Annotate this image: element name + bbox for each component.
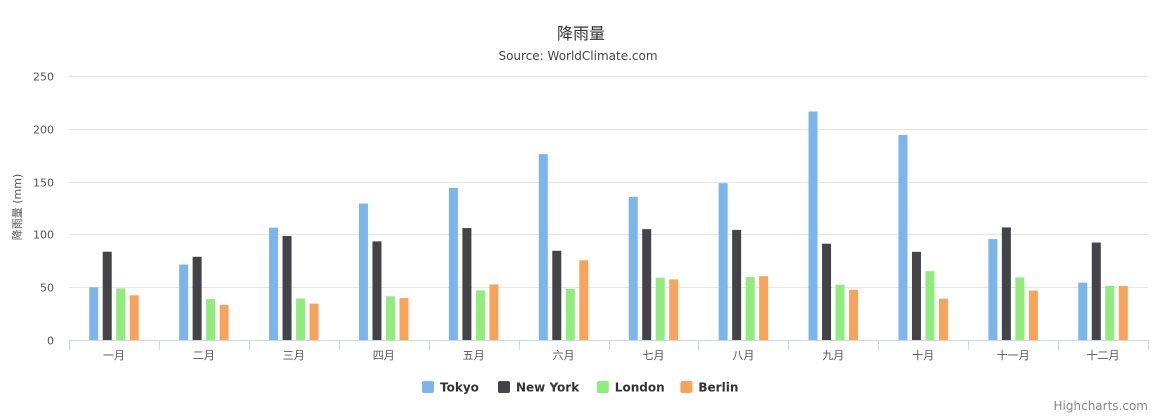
bar[interactable]: [89, 287, 99, 340]
bar[interactable]: [1118, 286, 1128, 340]
grid-lines: [69, 76, 1148, 288]
legend-item-berlin[interactable]: Berlin: [680, 381, 738, 395]
legend-item-tokyo[interactable]: Tokyo: [422, 381, 479, 395]
legend-label: New York: [516, 381, 580, 395]
bar[interactable]: [269, 227, 279, 340]
series-new-york[interactable]: [102, 227, 1101, 340]
bar[interactable]: [129, 295, 139, 340]
x-tick-label: 十一月: [997, 348, 1030, 362]
bar[interactable]: [538, 154, 548, 340]
bar[interactable]: [462, 228, 472, 340]
bar[interactable]: [116, 288, 126, 340]
bar[interactable]: [835, 284, 845, 340]
bar[interactable]: [489, 284, 499, 340]
bar[interactable]: [655, 277, 665, 340]
credits-link[interactable]: Highcharts.com: [1054, 399, 1148, 413]
bar[interactable]: [808, 111, 818, 340]
bar[interactable]: [475, 290, 485, 340]
bar[interactable]: [282, 235, 292, 340]
legend-label: Tokyo: [440, 381, 479, 395]
legend-label: London: [615, 381, 665, 395]
bar[interactable]: [358, 203, 368, 340]
legend-label: Berlin: [698, 381, 738, 395]
bar[interactable]: [309, 303, 319, 340]
y-tick-label: 250: [33, 71, 54, 84]
y-axis-ticks: 0 50 100 150 200 250: [33, 71, 54, 348]
bar[interactable]: [1001, 227, 1011, 340]
bar[interactable]: [552, 250, 562, 340]
x-tick-label: 十二月: [1087, 348, 1120, 362]
chart-subtitle: Source: WorldClimate.com: [498, 49, 657, 63]
y-tick-label: 200: [33, 124, 54, 137]
x-tick-label: 二月: [193, 349, 215, 362]
bar[interactable]: [192, 256, 202, 340]
bar[interactable]: [179, 264, 189, 341]
bar[interactable]: [642, 229, 652, 340]
series-tokyo[interactable]: [89, 111, 1088, 341]
bar[interactable]: [822, 243, 832, 340]
x-tick-label: 一月: [103, 349, 125, 362]
bar[interactable]: [579, 260, 589, 340]
bar[interactable]: [911, 251, 921, 340]
bar[interactable]: [898, 135, 908, 340]
bar[interactable]: [372, 241, 382, 340]
series-berlin[interactable]: [129, 260, 1128, 340]
bar[interactable]: [759, 276, 769, 340]
bar[interactable]: [206, 299, 216, 340]
legend-item-london[interactable]: London: [596, 381, 665, 395]
bar[interactable]: [1078, 282, 1088, 340]
legend-swatch: [596, 381, 609, 393]
bar[interactable]: [1015, 277, 1025, 340]
series-london[interactable]: [116, 271, 1115, 341]
bar[interactable]: [988, 239, 998, 340]
bar[interactable]: [219, 304, 229, 340]
legend-item-new-york[interactable]: New York: [498, 381, 580, 395]
bar[interactable]: [669, 279, 679, 340]
bar[interactable]: [732, 229, 742, 340]
x-tick-label: 九月: [822, 349, 844, 362]
bar[interactable]: [565, 289, 575, 340]
bar[interactable]: [385, 296, 395, 340]
x-tick-label: 七月: [642, 349, 664, 362]
bar[interactable]: [1091, 242, 1101, 340]
x-tick-label: 八月: [732, 349, 754, 362]
y-tick-label: 150: [33, 177, 54, 190]
y-tick-label: 100: [33, 229, 54, 242]
bar[interactable]: [399, 298, 409, 340]
bar[interactable]: [849, 289, 859, 340]
bar[interactable]: [925, 271, 935, 340]
legend: Tokyo New York London Berlin: [422, 381, 738, 395]
y-tick-label: 0: [47, 335, 54, 348]
x-tick-label: 五月: [463, 349, 485, 362]
x-tick-label: 四月: [373, 349, 395, 362]
legend-swatch: [498, 381, 510, 393]
bar[interactable]: [1105, 285, 1115, 340]
legend-swatch: [680, 381, 693, 393]
bar[interactable]: [628, 196, 638, 340]
bar[interactable]: [102, 251, 112, 340]
chart-title: 降雨量: [557, 24, 605, 43]
bar[interactable]: [1028, 290, 1038, 340]
bar[interactable]: [296, 298, 306, 341]
x-axis: 一月 二月 三月 四月 五月 六月 七月 八月 九月 十月 十一月 十二月: [69, 340, 1149, 362]
bar[interactable]: [718, 183, 728, 340]
bar[interactable]: [938, 298, 948, 340]
x-tick-label: 三月: [283, 349, 305, 362]
bar[interactable]: [448, 187, 458, 340]
y-axis-title: 降雨量 (mm): [10, 174, 24, 241]
x-tick-label: 十月: [912, 348, 934, 362]
bars: [89, 111, 1128, 340]
x-tick-label: 六月: [553, 349, 575, 362]
legend-swatch: [422, 381, 434, 393]
y-tick-label: 50: [40, 282, 54, 295]
bar[interactable]: [745, 277, 755, 340]
